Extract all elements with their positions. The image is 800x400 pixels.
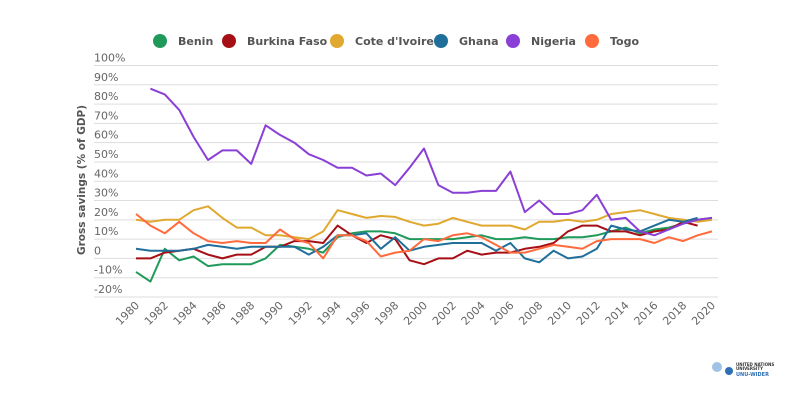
legend-item[interactable]: Burkina Faso (222, 34, 328, 48)
legend-label: Ghana (459, 35, 499, 48)
series-line-ghana (135, 216, 698, 264)
x-tick-label: 1990 (257, 299, 286, 328)
svg-text:UNIVERSITY: UNIVERSITY (736, 366, 763, 371)
svg-text:UNITED NATIONS: UNITED NATIONS (736, 362, 774, 367)
x-tick-label: 1992 (286, 299, 315, 328)
legend-item[interactable]: Ghana (434, 34, 499, 48)
x-tick-label: 1986 (200, 299, 229, 328)
x-tick-label: 1980 (113, 299, 142, 328)
x-tick-label: 2008 (516, 299, 545, 328)
x-tick-label: 2018 (660, 299, 689, 328)
legend-swatch (434, 34, 448, 48)
legend-label: Benin (178, 35, 213, 48)
x-tick-label: 2016 (632, 299, 661, 328)
y-tick-label: 40% (94, 167, 118, 180)
legend-swatch (153, 34, 167, 48)
legend-item[interactable]: Cote d'Ivoire (330, 34, 434, 48)
legend-swatch (585, 34, 599, 48)
y-tick-label: 50% (94, 148, 118, 161)
legend-label: Nigeria (531, 35, 576, 48)
svg-text:UNU-WIDER: UNU-WIDER (736, 372, 769, 378)
legend-swatch (330, 34, 344, 48)
x-tick-label: 2002 (430, 299, 459, 328)
y-tick-label: -20% (94, 283, 122, 296)
x-tick-label: 1988 (228, 299, 257, 328)
x-tick-label: 2010 (545, 299, 574, 328)
y-tick-label: 90% (94, 71, 118, 84)
y-tick-label: 80% (94, 90, 118, 103)
x-tick-label: 1984 (171, 299, 200, 328)
legend-item[interactable]: Nigeria (506, 34, 576, 48)
x-tick-label: 1982 (142, 299, 171, 328)
legend-swatch (506, 34, 520, 48)
series-line-togo (135, 213, 713, 260)
x-tick-label: 2012 (574, 299, 603, 328)
legend-swatch (222, 34, 236, 48)
y-tick-label: 20% (94, 206, 118, 219)
x-tick-label: 2020 (689, 299, 718, 328)
unu-wider-logo: UNITED NATIONS UNIVERSITY UNU-WIDER (712, 362, 774, 378)
series-line-benin (135, 216, 713, 283)
series-line-nigeria (150, 87, 713, 237)
y-tick-label: 60% (94, 129, 118, 142)
legend-label: Burkina Faso (247, 35, 328, 48)
legend-item[interactable]: Benin (153, 34, 213, 48)
legend-label: Cote d'Ivoire (355, 35, 434, 48)
series-line-cote-d-ivoire (135, 205, 713, 241)
x-tick-label: 1998 (372, 299, 401, 328)
y-tick-label: 70% (94, 109, 118, 122)
x-tick-label: 2006 (488, 299, 517, 328)
y-tick-label: 0 (94, 244, 101, 257)
legend-label: Togo (610, 35, 639, 48)
x-tick-label: 2014 (603, 299, 632, 328)
y-axis-label: Gross savings (% of GDP) (76, 105, 88, 255)
y-tick-label: -10% (94, 264, 122, 277)
x-tick-label: 2000 (401, 299, 430, 328)
legend-item[interactable]: Togo (585, 34, 639, 48)
y-tick-label: 100% (94, 52, 125, 65)
y-tick-label: 10% (94, 225, 118, 238)
x-tick-label: 2004 (459, 299, 488, 328)
series-line-burkina-faso (136, 220, 698, 266)
y-tick-label: 30% (94, 187, 118, 200)
x-tick-label: 1994 (315, 299, 344, 328)
x-tick-label: 1996 (344, 299, 373, 328)
